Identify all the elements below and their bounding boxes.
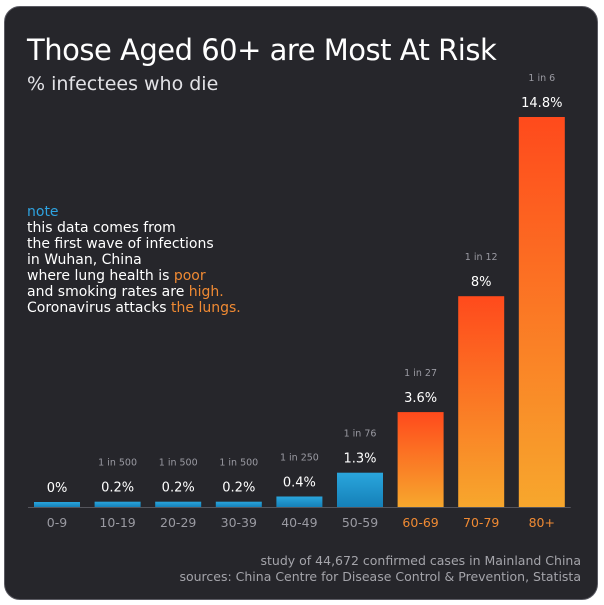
tick-label: 80+: [529, 515, 555, 530]
value-label: 0.2%: [101, 481, 134, 496]
note-text-part: and smoking rates are: [27, 284, 189, 300]
chart-title: Those Aged 60+ are Most At Risk: [27, 33, 497, 67]
bar-60-69: [397, 412, 444, 507]
note-text: note this data comes from the first wave…: [27, 204, 241, 316]
note-line: Coronavirus attacks the lungs.: [27, 300, 241, 316]
note-line: the first wave of infections: [27, 236, 214, 252]
note-line: this data comes from: [27, 220, 176, 236]
ratio-label: 1 in 27: [404, 368, 437, 379]
note-line: in Wuhan, China: [27, 252, 142, 268]
tick-label: 50-59: [342, 515, 378, 530]
note-text-part: Coronavirus attacks: [27, 300, 172, 316]
value-label: 1.3%: [343, 452, 376, 467]
ratio-label: 1 in 6: [528, 73, 555, 84]
bar-20-29: [155, 501, 202, 507]
tick-label: 70-79: [463, 515, 499, 530]
tick-label: 0-9: [47, 515, 67, 530]
bar-0-9: [34, 502, 80, 507]
chart-card: Those Aged 60+ are Most At Risk % infect…: [4, 6, 598, 600]
value-label: 8%: [471, 275, 492, 290]
note-highlight: poor: [173, 268, 206, 284]
value-label: 0.2%: [222, 481, 255, 496]
value-label: 3.6%: [404, 391, 437, 406]
note-line: where lung health is poor: [27, 268, 241, 284]
bar-30-39: [215, 501, 262, 507]
note-highlight: the lungs.: [171, 300, 241, 316]
note-heading: note: [27, 204, 59, 220]
ratio-label: 1 in 500: [98, 458, 137, 469]
tick-label: 60-69: [402, 515, 438, 530]
note-text-part: where lung health is: [27, 268, 174, 284]
ratio-label: 1 in 500: [159, 458, 198, 469]
value-label: 0.2%: [162, 481, 195, 496]
bar-40-49: [276, 496, 323, 507]
ratio-label: 1 in 76: [344, 429, 377, 440]
footer-sources: sources: China Centre for Disease Contro…: [179, 569, 581, 584]
ratio-label: 1 in 250: [280, 453, 319, 464]
tick-label: 40-49: [281, 515, 317, 530]
bar-80+: [518, 117, 565, 507]
tick-label: 10-19: [99, 515, 135, 530]
footer-study-note: study of 44,672 confirmed cases in Mainl…: [260, 553, 581, 568]
note-line: and smoking rates are high.: [27, 284, 241, 300]
ratio-label: 1 in 12: [465, 252, 498, 263]
chart-subtitle: % infectees who die: [27, 73, 219, 95]
value-label: 0.4%: [283, 476, 316, 491]
tick-label: 20-29: [160, 515, 196, 530]
bar-70-79: [458, 296, 505, 507]
bar-chart: 0% 0-9 0.2% 1 in 500 10-19 0.2% 1 in 500 20-29 0…: [28, 73, 571, 530]
ratio-label: 1 in 500: [219, 458, 258, 469]
chart-footer: study of 44,672 confirmed cases in Mainl…: [179, 553, 581, 585]
bar-50-59: [337, 472, 383, 507]
note-highlight: high.: [188, 284, 224, 300]
bar-10-19: [94, 501, 141, 507]
value-label: 0%: [47, 481, 68, 496]
tick-label: 30-39: [221, 515, 257, 530]
value-label: 14.8%: [521, 96, 562, 111]
